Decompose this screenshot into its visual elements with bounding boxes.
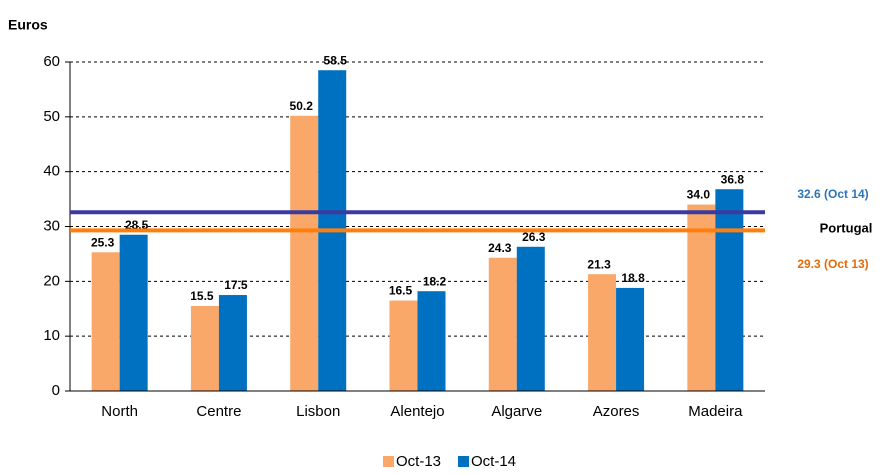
bar	[417, 291, 446, 391]
bar	[190, 306, 219, 391]
x-tick-label: North	[101, 403, 138, 420]
data-label: 18.2	[423, 274, 447, 288]
legend-label: Oct-13	[396, 453, 441, 469]
x-tick-label: Lisbon	[296, 403, 340, 420]
bar	[218, 295, 247, 391]
legend-swatch	[458, 456, 469, 467]
y-tick-label: 0	[52, 382, 60, 399]
data-label: 26.3	[522, 230, 546, 244]
bar	[290, 115, 319, 391]
bar	[616, 287, 645, 391]
bar	[516, 246, 545, 391]
y-tick-label: 20	[43, 272, 60, 289]
legend-swatch	[383, 456, 394, 467]
data-label: 21.3	[587, 257, 611, 271]
y-tick-label: 50	[43, 108, 60, 125]
bar	[488, 257, 517, 391]
bar	[588, 274, 617, 391]
data-label: 34.0	[687, 188, 711, 202]
bar	[389, 300, 418, 391]
y-tick-label: 30	[43, 217, 60, 234]
data-label: 58.5	[324, 53, 348, 67]
bar	[119, 234, 148, 391]
y-tick-label: 10	[43, 327, 60, 344]
data-label: 50.2	[290, 99, 314, 113]
x-tick-label: Madeira	[688, 403, 743, 420]
data-label: 36.8	[721, 172, 745, 186]
data-label: 15.5	[190, 289, 214, 303]
bar	[715, 189, 744, 391]
data-label: 18.8	[621, 271, 645, 285]
y-axis-title: Euros	[8, 17, 48, 33]
x-tick-label: Algarve	[491, 403, 542, 420]
y-tick-label: 60	[43, 53, 60, 70]
data-label: 16.5	[389, 284, 413, 298]
y-tick-label: 40	[43, 163, 60, 180]
x-tick-label: Azores	[593, 403, 640, 420]
legend-label: Oct-14	[471, 453, 516, 469]
bar	[91, 252, 120, 391]
reference-title: Portugal	[820, 220, 873, 235]
data-label: 24.3	[488, 241, 512, 255]
x-tick-label: Alentejo	[390, 403, 444, 420]
x-tick-label: Centre	[196, 403, 241, 420]
reference-label: 32.6 (Oct 14)	[797, 187, 868, 201]
data-label: 17.5	[224, 278, 248, 292]
bar	[687, 204, 716, 391]
data-label: 25.3	[91, 235, 115, 249]
reference-label: 29.3 (Oct 13)	[797, 257, 868, 271]
